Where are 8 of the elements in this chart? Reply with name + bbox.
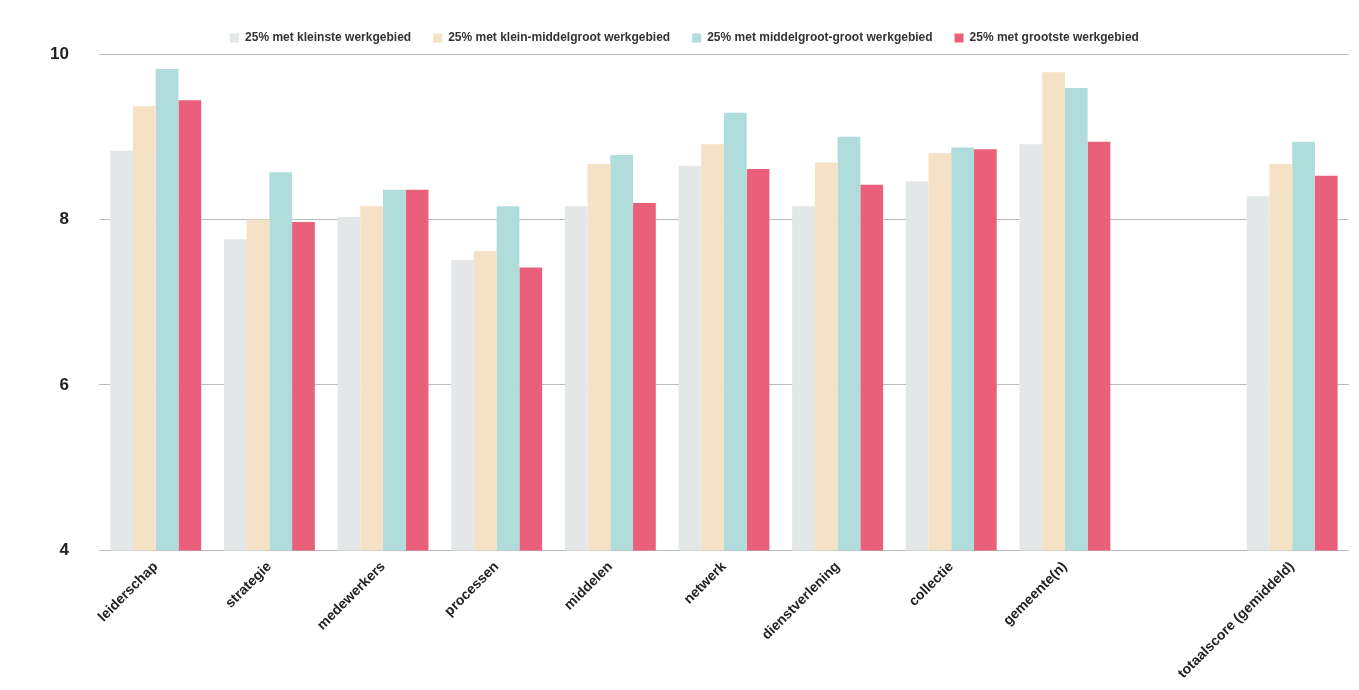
legend-label: 25% met middelgroot-groot werkgebied xyxy=(707,30,933,45)
y-tick-label: 8 xyxy=(59,209,69,229)
y-tick-label: 4 xyxy=(59,540,70,560)
y-tick-label: 6 xyxy=(59,374,69,394)
legend-label: 25% met grootste werkgebied xyxy=(969,30,1139,45)
y-tick-label: 10 xyxy=(49,43,69,63)
legend-label: 25% met kleinste werkgebied xyxy=(245,30,412,45)
legend-label: 25% met klein-middelgroot werkgebied xyxy=(448,30,671,45)
